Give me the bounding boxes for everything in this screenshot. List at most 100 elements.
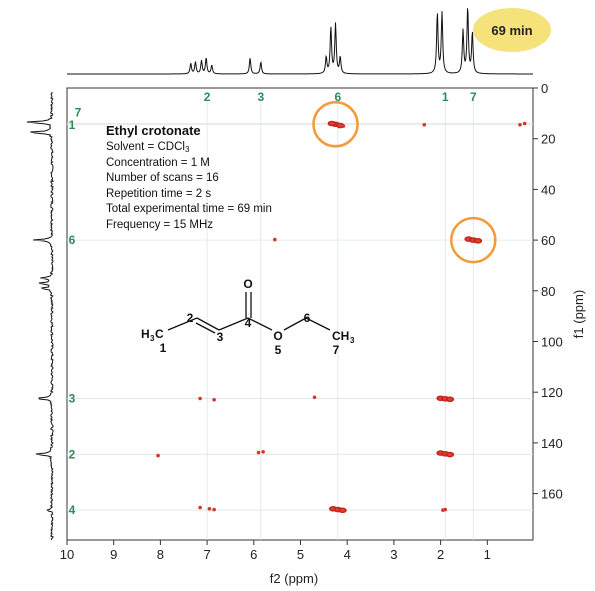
info-line: Concentration = 1 M <box>106 156 210 169</box>
guide-lines <box>67 100 533 540</box>
cross-peak-weak <box>522 121 527 126</box>
x-axis: 10 9 8 7 6 5 4 3 2 1 <box>60 540 491 562</box>
cross-peak-core <box>329 122 334 125</box>
x-tick-label: 3 <box>390 547 397 562</box>
left-assignment-label: 1 <box>69 118 76 132</box>
top-assignment-label: 6 <box>335 90 342 104</box>
bond-c4-o5 <box>247 317 273 331</box>
atom-number-2: 2 <box>187 311 194 325</box>
y-axis: 0 20 40 60 80 100 120 140 160 <box>533 81 563 502</box>
top-assignment-label: 3 <box>257 90 264 104</box>
left-assignments: 17 6 3 2 4 <box>69 105 82 517</box>
atom-number-1: 1 <box>160 341 167 355</box>
carbon-spectrum-trace <box>26 91 55 541</box>
info-line: Total experimental time = 69 min <box>106 203 272 216</box>
cross-peak-weak <box>207 507 212 511</box>
cross-peak-weak <box>422 122 427 127</box>
x-tick-label: 8 <box>157 547 164 562</box>
bond-o5-c6 <box>283 317 307 331</box>
info-line: Frequency = 15 MHz <box>106 218 214 231</box>
y-axis-title: f1 (ppm) <box>571 290 586 338</box>
time-badge <box>473 8 551 52</box>
carbon-projection <box>26 91 55 541</box>
time-badge-label: 69 min <box>491 23 532 38</box>
cross-peak-weak <box>273 237 277 242</box>
bond-c6-c7 <box>305 317 331 331</box>
ethyl-crotonate-structure: O O H 3 C CH 3 1 2 3 4 5 6 7 <box>141 277 355 357</box>
cross-peak-weak <box>198 505 202 510</box>
cross-peak-core <box>447 453 453 456</box>
cross-peak-core <box>475 239 481 243</box>
h3c-sub: 3 <box>150 334 155 343</box>
info-line: Number of scans = 16 <box>106 172 219 185</box>
x-tick-label: 6 <box>250 547 257 562</box>
left-assignment-label: 7 <box>75 105 82 119</box>
cross-peak-weak <box>261 449 265 454</box>
cross-peak-weak <box>212 507 216 512</box>
cross-peak-core <box>337 124 343 127</box>
cross-peak-weak <box>341 124 346 128</box>
info-solvent-sub: 3 <box>184 145 190 154</box>
ester-oxygen: O <box>273 329 282 343</box>
cross-peak-weak <box>156 453 160 458</box>
atom-number-4: 4 <box>245 316 252 330</box>
x-axis-title: f2 (ppm) <box>270 571 318 586</box>
y-tick-label: 140 <box>541 436 563 451</box>
highlight-circles <box>312 101 497 264</box>
cross-peak-core <box>447 397 453 401</box>
y-tick-label: 100 <box>541 335 563 350</box>
carbonyl-oxygen: O <box>243 277 252 291</box>
y-tick-label: 120 <box>541 385 563 400</box>
x-tick-label: 5 <box>297 547 304 562</box>
y-tick-label: 20 <box>541 132 555 147</box>
y-tick-label: 160 <box>541 487 563 502</box>
cross-peak-weak <box>256 450 261 455</box>
info-line: Repetition time = 2 s <box>106 187 212 200</box>
highlight-circle <box>450 216 497 264</box>
left-assignment-label: 3 <box>69 392 76 406</box>
highlight-circle <box>312 101 359 148</box>
ch3-sub: 3 <box>350 336 355 345</box>
atom-number-3: 3 <box>217 330 224 344</box>
top-assignment-label: 7 <box>470 90 477 104</box>
x-tick-label: 7 <box>203 547 210 562</box>
cross-peak-weak <box>518 122 522 127</box>
atom-number-5: 5 <box>275 343 282 357</box>
info-solvent-text: Solvent = CDCl <box>106 141 185 153</box>
proton-projection <box>67 8 533 75</box>
bond-c2-c3-double <box>195 322 216 334</box>
bond-c1-c2 <box>167 317 198 331</box>
h3c-h: H <box>141 327 150 341</box>
y-tick-label: 60 <box>541 233 555 248</box>
top-assignment-label: 1 <box>442 90 449 104</box>
left-assignment-label: 6 <box>69 233 76 247</box>
left-assignment-label: 2 <box>69 447 76 461</box>
top-assignments: 2 3 6 1 7 <box>204 90 477 104</box>
info-solvent: Solvent = CDCl3 <box>106 140 326 156</box>
left-assignment-label: 4 <box>69 503 76 517</box>
x-tick-label: 1 <box>484 547 491 562</box>
x-tick-label: 2 <box>437 547 444 562</box>
y-tick-label: 0 <box>541 81 548 96</box>
y-tick-label: 80 <box>541 284 555 299</box>
x-tick-label: 4 <box>344 547 351 562</box>
bond-c3-c4 <box>218 317 249 331</box>
cross-peaks <box>156 120 527 514</box>
y-tick-label: 40 <box>541 182 555 197</box>
cross-peak-weak <box>198 396 202 401</box>
cross-peak-core <box>340 508 345 512</box>
cross-peak-weak <box>443 507 448 512</box>
atom-number-6: 6 <box>304 311 311 325</box>
proton-spectrum-trace <box>67 8 533 75</box>
x-tick-label: 10 <box>60 547 74 562</box>
top-assignment-label: 2 <box>204 90 211 104</box>
cross-peak-weak <box>212 398 216 402</box>
cross-peak-weak <box>312 395 317 400</box>
atom-number-7: 7 <box>333 343 340 357</box>
h3c-c: C <box>155 327 164 341</box>
ch3-ch: CH <box>332 329 349 343</box>
x-tick-label: 9 <box>110 547 117 562</box>
experiment-info: Ethyl crotonate Solvent = CDCl3 Concentr… <box>106 122 326 234</box>
compound-title: Ethyl crotonate <box>106 123 201 138</box>
